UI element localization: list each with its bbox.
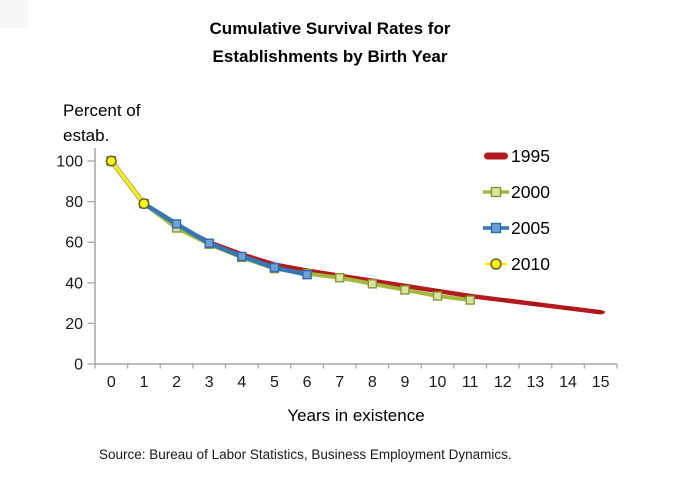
chart-title-line2: Establishments by Birth Year: [212, 47, 448, 66]
legend-label-1995: 1995: [511, 146, 550, 166]
x-tick-label: 14: [559, 374, 577, 391]
series-marker-2005: [302, 269, 312, 280]
series-marker-2000: [465, 295, 475, 305]
series-marker-2010: [105, 155, 117, 167]
source-note: Source: Bureau of Labor Statistics, Busi…: [99, 447, 512, 462]
x-tick-label: 4: [237, 374, 246, 391]
series-line-2000: [109, 159, 473, 303]
x-tick-label: 7: [335, 374, 344, 391]
chart-title-line1: Cumulative Survival Rates for: [209, 19, 451, 38]
y-tick-label: 100: [56, 154, 83, 171]
legend-marker-2010: [490, 258, 502, 270]
chart-title: Cumulative Survival Rates for Establishm…: [0, 15, 660, 71]
x-tick-label: 5: [270, 374, 279, 391]
series-marker-2000: [432, 291, 443, 301]
y-tick-label: 60: [65, 235, 83, 252]
x-axis-title: Years in existence: [287, 406, 425, 425]
series-line-2005: [109, 158, 310, 277]
series-marker-2010: [138, 198, 150, 210]
x-tick-label: 15: [592, 374, 610, 391]
series-marker-1995: [564, 306, 573, 310]
x-tick-label: 0: [107, 374, 116, 391]
series-marker-2005: [204, 238, 214, 248]
series-marker-2005: [269, 262, 280, 273]
x-tick-label: 13: [527, 374, 545, 391]
series-marker-2005: [171, 219, 182, 229]
x-tick-label: 6: [303, 374, 312, 391]
y-tick-label: 80: [65, 194, 83, 211]
series-line-2010: [109, 159, 146, 206]
series-marker-1995: [531, 302, 540, 306]
y-tick-label: 0: [74, 357, 83, 374]
x-tick-label: 1: [139, 374, 148, 391]
series-marker-2000: [400, 285, 410, 295]
x-tick-label: 8: [368, 374, 377, 391]
y-tick-label: 20: [65, 316, 83, 333]
x-tick-label: 9: [400, 374, 409, 391]
legend-label-2010: 2010: [511, 254, 550, 274]
y-axis-title-line1: Percent of: [63, 101, 141, 120]
legend-marker-2005: [490, 222, 502, 234]
y-axis-title: Percent of estab.: [63, 98, 141, 148]
legend-marker-2000: [490, 186, 502, 198]
series-marker-1995: [596, 310, 605, 314]
legend-marker-1995: [484, 152, 508, 160]
series-marker-1995: [498, 298, 507, 302]
legend-label-2000: 2000: [511, 182, 550, 202]
x-tick-label: 12: [494, 374, 512, 391]
corner-artifact: [0, 0, 28, 28]
y-tick-label: 40: [65, 275, 83, 292]
x-tick-label: 3: [205, 374, 214, 391]
series-marker-2000: [334, 273, 345, 283]
series-marker-2005: [237, 251, 247, 262]
series-marker-2000: [367, 279, 378, 289]
x-tick-label: 10: [429, 374, 447, 391]
y-axis-title-line2: estab.: [63, 126, 110, 145]
legend-label-2005: 2005: [511, 218, 550, 238]
x-tick-label: 2: [172, 374, 181, 391]
x-tick-label: 11: [462, 374, 479, 391]
